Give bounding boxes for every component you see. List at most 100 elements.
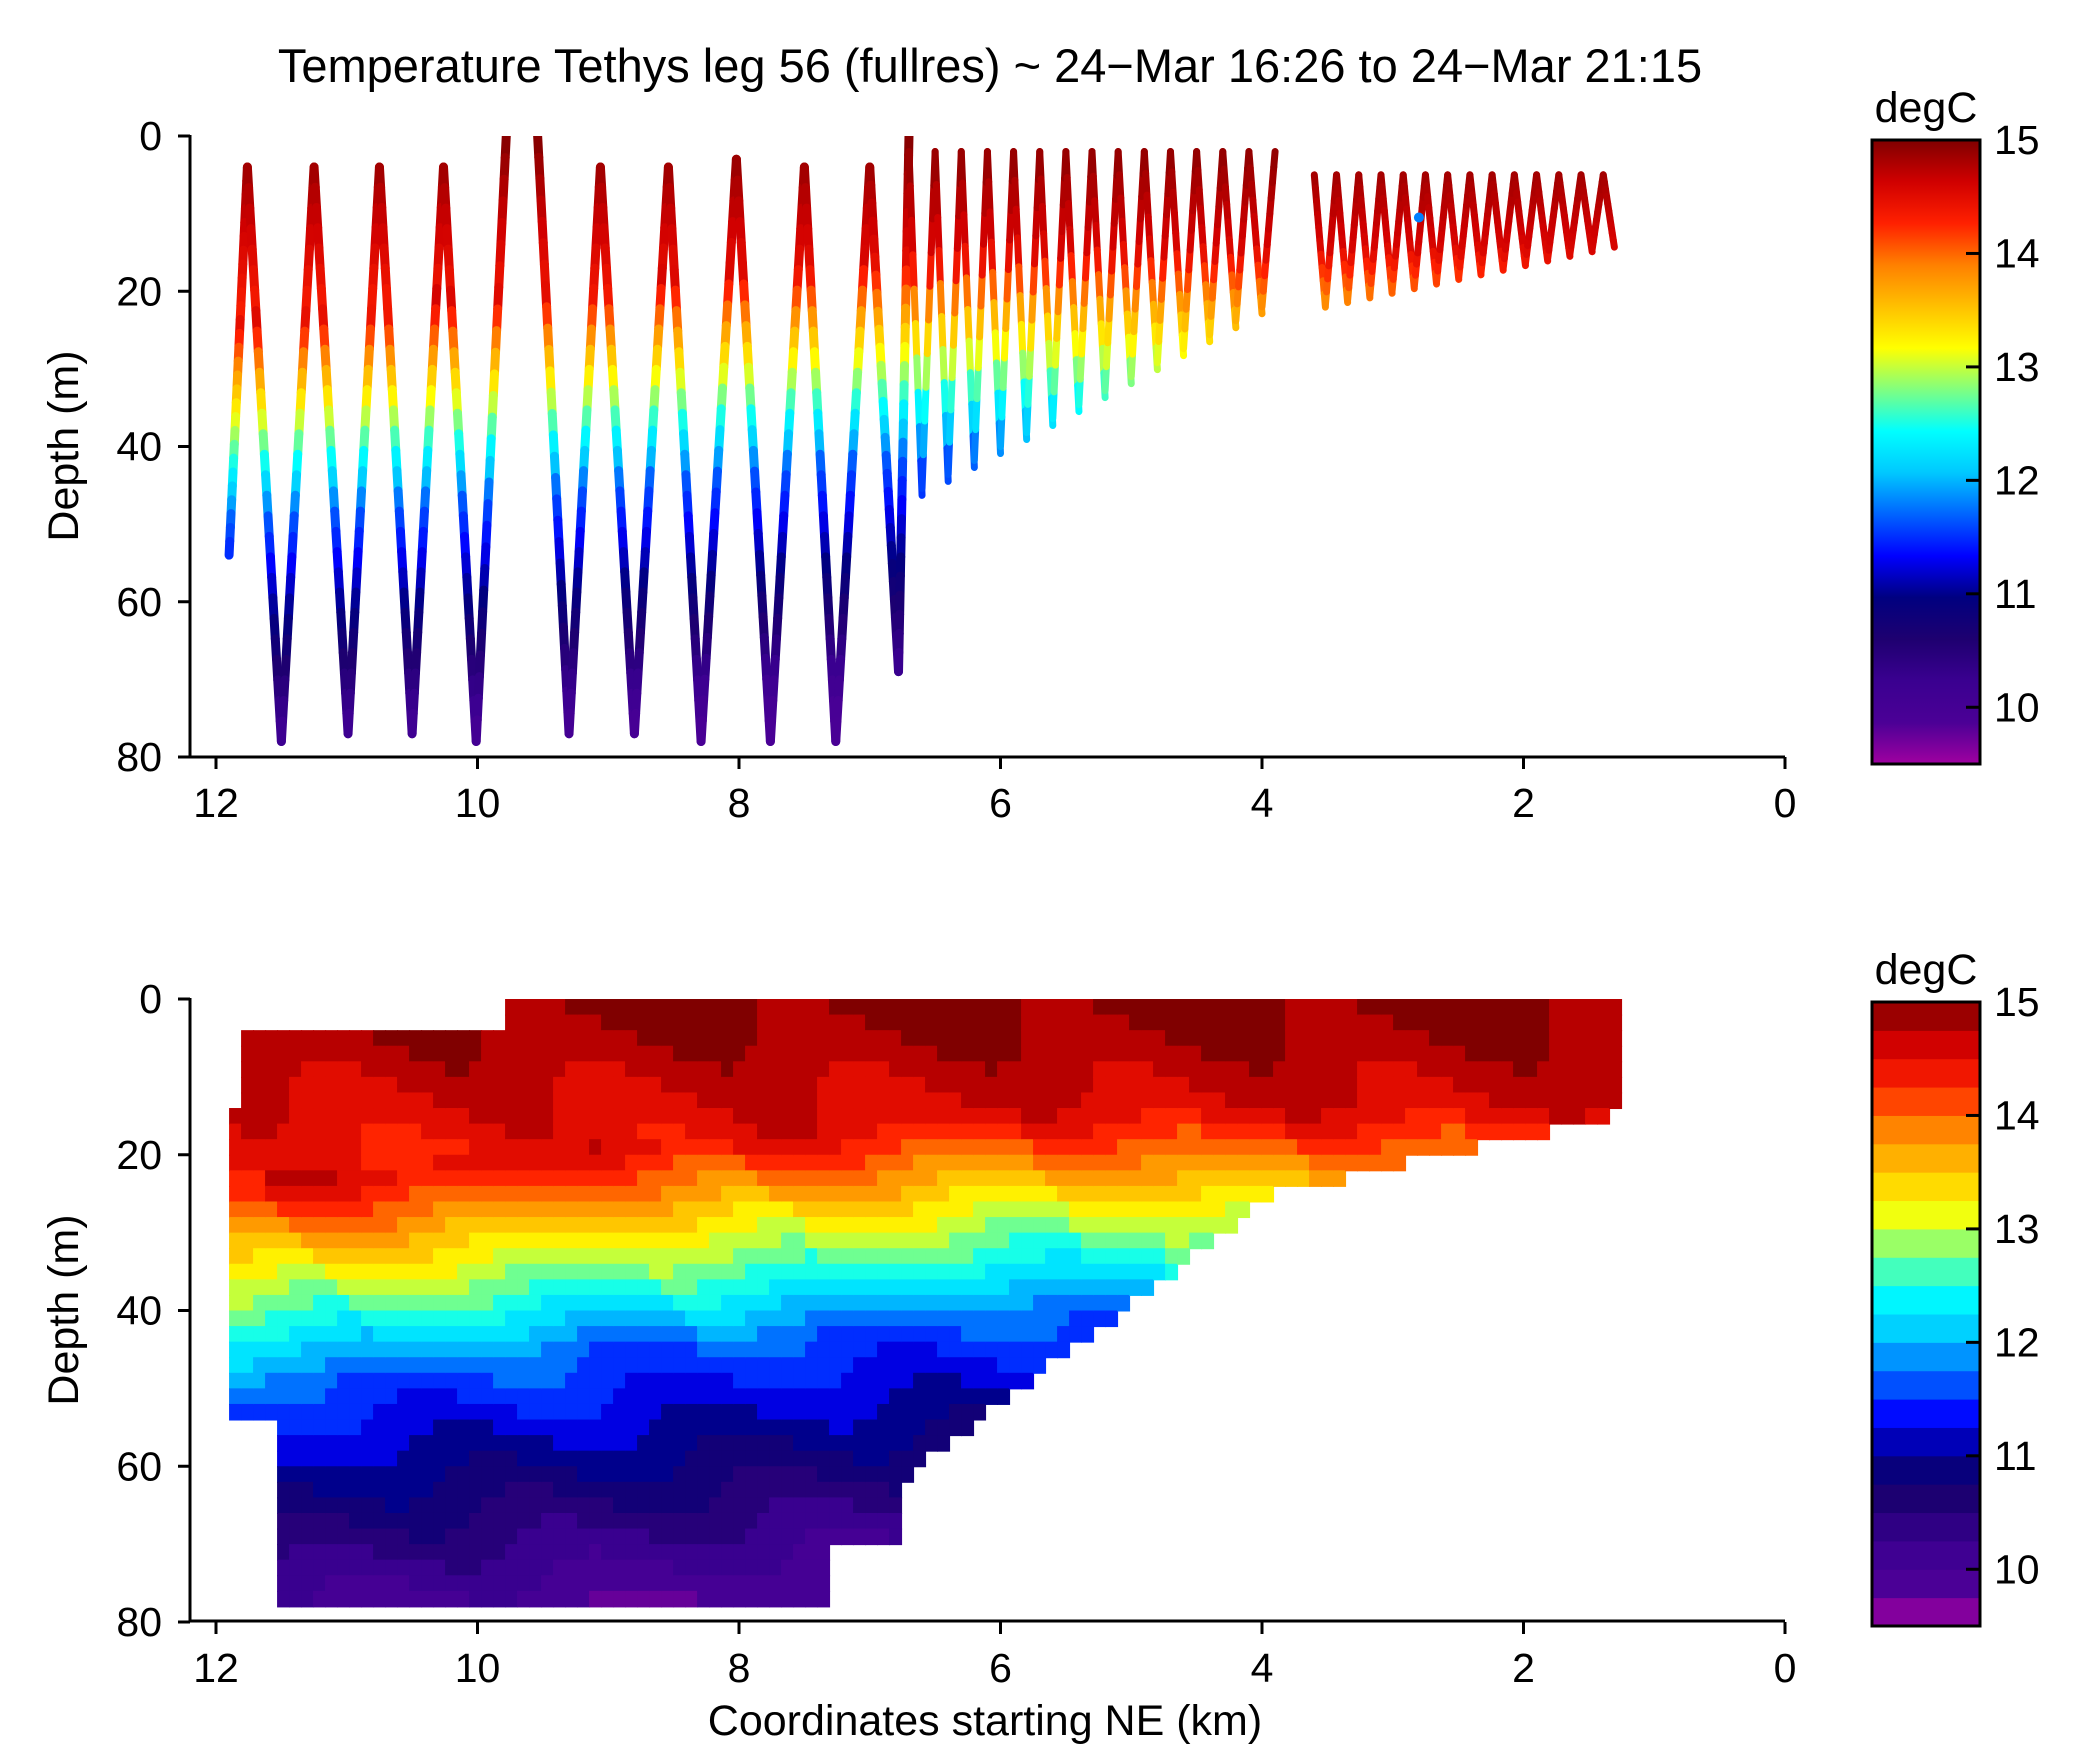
contour-cell: [253, 1232, 267, 1250]
contour-cell: [589, 1326, 603, 1343]
track-segment: [1136, 193, 1146, 223]
contour-cell: [481, 1590, 495, 1608]
contour-cell: [385, 1497, 399, 1514]
track-segment: [974, 333, 984, 372]
contour-cell: [1213, 1185, 1227, 1203]
contour-cell: [289, 1575, 303, 1592]
contour-cell: [589, 1248, 603, 1265]
contour-cell: [301, 1217, 315, 1234]
contour-cell: [601, 1512, 615, 1530]
contour-cell: [745, 1341, 759, 1359]
contour-cell: [817, 1388, 831, 1405]
contour-cell: [1525, 1061, 1539, 1078]
contour-cell: [1093, 1263, 1107, 1281]
track-segment: [927, 215, 937, 257]
contour-cell: [865, 1528, 879, 1546]
contour-cell: [1189, 1030, 1203, 1047]
contour-cell: [625, 1108, 639, 1125]
contour-cell: [529, 1419, 543, 1437]
track-segment: [629, 708, 641, 739]
contour-cell: [505, 1575, 519, 1592]
contour-cell: [361, 1372, 375, 1390]
track-segment: [989, 268, 998, 307]
contour-cell: [361, 1139, 375, 1156]
contour-cell: [589, 1232, 603, 1250]
contour-cell: [529, 1201, 543, 1219]
contour-cell: [793, 1279, 807, 1296]
contour-cell: [649, 1154, 663, 1172]
contour-cell: [913, 1419, 927, 1437]
contour-cell: [1345, 1061, 1359, 1078]
contour-cell: [841, 1248, 855, 1265]
contour-cell: [733, 1248, 747, 1265]
contour-cell: [1057, 1279, 1071, 1296]
contour-cell: [769, 1139, 783, 1156]
contour-cell: [649, 1466, 663, 1483]
contour-cell: [961, 1154, 975, 1172]
contour-cell: [1081, 1154, 1095, 1172]
contour-cell: [601, 1466, 615, 1483]
contour-cell: [385, 1061, 399, 1078]
contour-cell: [841, 1201, 855, 1219]
contour-cell: [877, 1263, 891, 1281]
contour-cell: [529, 1310, 543, 1328]
contour-cell: [865, 1326, 879, 1343]
contour-cell: [757, 1092, 771, 1110]
contour-cell: [1213, 1076, 1227, 1094]
contour-cell: [745, 1108, 759, 1125]
contour-cell: [985, 1279, 999, 1296]
contour-cell: [877, 1357, 891, 1374]
contour-cell: [313, 1232, 327, 1250]
contour-cell: [469, 1185, 483, 1203]
contour-cell: [661, 1528, 675, 1546]
contour-cell: [1561, 1061, 1575, 1078]
contour-cell: [949, 1014, 963, 1032]
contour-cell: [829, 1528, 843, 1546]
contour-cell: [841, 1217, 855, 1234]
contour-cell: [385, 1528, 399, 1546]
contour-cell: [697, 1528, 711, 1546]
contour-cell: [1417, 1076, 1431, 1094]
contour-cell: [541, 1154, 555, 1172]
contour-cell: [397, 1419, 411, 1437]
contour-cell: [781, 1123, 795, 1141]
contour-cell: [529, 1466, 543, 1483]
contour-cell: [733, 1185, 747, 1203]
contour-cell: [817, 1279, 831, 1296]
contour-cell: [877, 1388, 891, 1405]
contour-cell: [757, 1326, 771, 1343]
contour-cell: [385, 1248, 399, 1265]
contour-cell: [721, 1092, 735, 1110]
contour-cell: [1165, 999, 1179, 1016]
contour-cell: [721, 1061, 735, 1078]
contour-cell: [1357, 1139, 1371, 1156]
contour-cell: [241, 1076, 255, 1094]
contour-cell: [1333, 1014, 1347, 1032]
contour-cell: [1105, 1248, 1119, 1265]
contour-cell: [409, 1497, 423, 1514]
contour-cell: [1021, 1045, 1035, 1063]
contour-cell: [541, 1123, 555, 1141]
contour-cell: [805, 1512, 819, 1530]
contour-cell: [745, 1123, 759, 1141]
contour-cell: [1405, 1045, 1419, 1063]
contour-cell: [541, 1014, 555, 1032]
contour-cell: [253, 1201, 267, 1219]
track-segment: [1163, 190, 1172, 219]
contour-cell: [385, 1123, 399, 1141]
contour-cell: [397, 1559, 411, 1577]
contour-cell: [757, 1403, 771, 1421]
contour-cell: [1069, 1123, 1083, 1141]
contour-cell: [1345, 1014, 1359, 1032]
contour-cell: [337, 1123, 351, 1141]
contour-cell: [1297, 1139, 1311, 1156]
contour-cell: [277, 1217, 291, 1234]
contour-cell: [565, 1248, 579, 1265]
contour-cell: [313, 1528, 327, 1546]
contour-cell: [577, 1170, 591, 1187]
contour-cell: [445, 1466, 459, 1483]
contour-cell: [673, 1403, 687, 1421]
contour-cell: [1141, 1139, 1155, 1156]
contour-cell: [829, 1435, 843, 1452]
contour-cell: [769, 1076, 783, 1094]
